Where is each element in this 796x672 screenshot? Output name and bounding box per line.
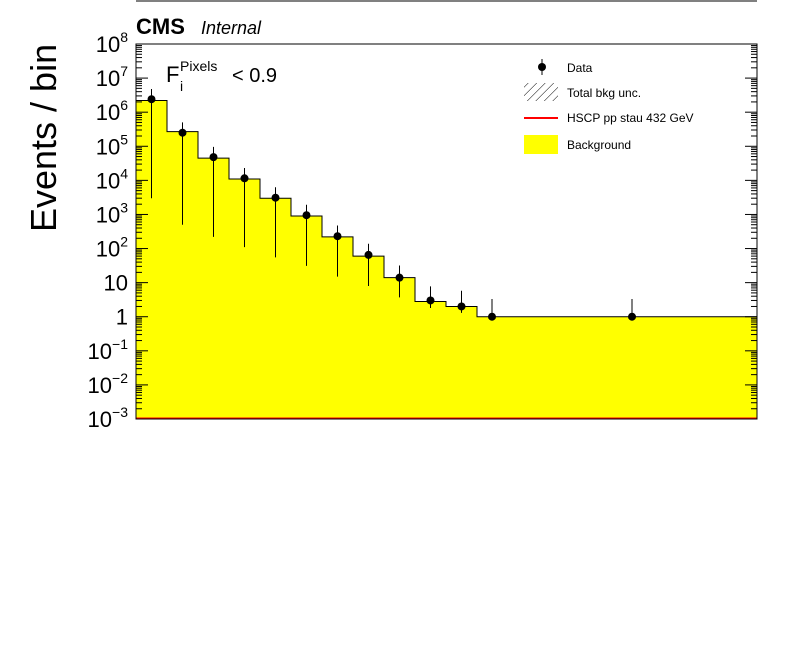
legend-background-swatch <box>524 135 558 154</box>
data-point-11 <box>457 302 466 311</box>
selection-label-cut: < 0.9 <box>232 65 277 87</box>
data-point-13 <box>628 312 636 321</box>
y-tick-label: 102 <box>96 234 128 262</box>
background-bin-9 <box>384 277 415 419</box>
data-point-4 <box>240 174 249 183</box>
legend: Data Total bkg unc. HSCP pp stau 432 GeV… <box>524 59 694 154</box>
selection-label-base: F <box>166 62 179 87</box>
selection-label-sub: i <box>180 78 183 94</box>
cms-label: CMS <box>136 14 185 39</box>
legend-hatch-swatch <box>524 83 558 101</box>
background-bin-13 <box>507 316 757 419</box>
data-point-1 <box>147 95 156 104</box>
data-point-7 <box>333 232 342 241</box>
y-tick-label: 10−1 <box>88 336 129 364</box>
y-tick-label: 103 <box>96 199 128 227</box>
background-outline <box>136 100 757 318</box>
y-tick-label: 107 <box>96 63 128 91</box>
legend-data-marker <box>538 63 546 71</box>
background-bin-10 <box>415 301 446 419</box>
data-point-5 <box>271 193 280 202</box>
legend-label-bkg-unc: Total bkg unc. <box>567 86 641 100</box>
background-bin-11 <box>446 306 477 419</box>
data-point-6 <box>302 211 311 220</box>
data-point-9 <box>395 273 404 282</box>
y-tick-label: 105 <box>96 131 128 159</box>
selection-label-sup: Pixels <box>180 58 217 74</box>
y-tick-label: 106 <box>96 97 128 125</box>
data-point-10 <box>426 296 435 305</box>
legend-label-data: Data <box>567 61 593 75</box>
background-histogram <box>136 100 757 420</box>
data-points <box>147 95 636 321</box>
plot-frame <box>135 43 758 420</box>
y-tick-label: 108 <box>96 29 128 57</box>
y-tick-label: 10−3 <box>88 404 129 432</box>
y-tick-label: 104 <box>96 165 128 193</box>
data-point-12 <box>488 312 496 321</box>
data-point-8 <box>364 250 373 259</box>
y-tick-label: 1 <box>116 305 128 330</box>
background-bin-12 <box>477 316 507 419</box>
data-point-2 <box>178 128 187 137</box>
y-axis-title: Events / bin <box>23 44 64 232</box>
axis-ticks <box>136 45 757 420</box>
data-point-3 <box>209 153 218 162</box>
legend-label-signal: HSCP pp stau 432 GeV <box>567 111 694 125</box>
legend-label-background: Background <box>567 138 631 152</box>
y-tick-label: 10 <box>104 271 128 296</box>
cms-status-label: Internal <box>201 18 262 38</box>
y-tick-label: 10−2 <box>88 370 129 398</box>
selection-label: F Pixels i < 0.9 <box>166 58 277 94</box>
